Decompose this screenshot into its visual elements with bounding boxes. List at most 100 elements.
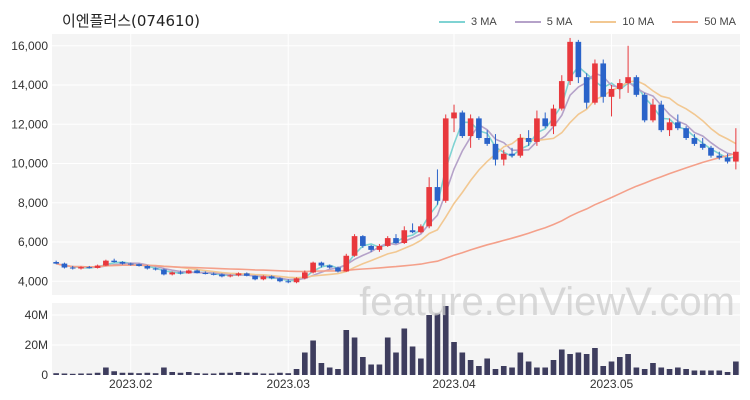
- volume-bar: [86, 373, 93, 375]
- candle-body: [335, 267, 341, 272]
- candle-body: [393, 238, 399, 243]
- volume-bar: [277, 372, 283, 375]
- volume-bar: [53, 373, 59, 375]
- candle-body: [716, 155, 723, 158]
- volume-bar: [401, 328, 408, 375]
- candle-body: [575, 41, 582, 78]
- legend-label: 10 MA: [622, 16, 655, 28]
- volume-bar: [558, 349, 565, 375]
- candle-body: [641, 94, 648, 121]
- candle-body: [534, 118, 540, 142]
- candle-body: [683, 128, 689, 139]
- volume-bar: [484, 358, 490, 375]
- legend-swatch: [439, 21, 466, 23]
- volume-bar: [525, 361, 532, 375]
- volume-bar: [368, 364, 374, 375]
- candle-body: [78, 267, 84, 269]
- candle-body: [600, 63, 607, 97]
- price-plot-area: [52, 34, 740, 295]
- candle-body: [675, 122, 681, 129]
- candle-body: [136, 264, 142, 266]
- volume-bar: [136, 373, 142, 375]
- candle-body: [376, 245, 383, 250]
- volume-bar: [210, 373, 217, 375]
- candle-body: [442, 118, 449, 201]
- volume-bar: [434, 313, 441, 375]
- candle-body: [185, 270, 192, 274]
- volume-bar: [492, 369, 499, 375]
- candle-body: [243, 273, 250, 276]
- candle-body: [384, 238, 391, 246]
- candle-body: [268, 276, 275, 279]
- volume-bar: [161, 367, 167, 375]
- volume-bar: [583, 354, 590, 375]
- volume-bar: [177, 372, 184, 375]
- candle-body: [558, 81, 565, 109]
- candle-body: [202, 273, 209, 275]
- candle-body: [103, 260, 109, 266]
- candle-body: [550, 108, 557, 127]
- candle-body: [69, 267, 76, 269]
- volume-bar: [268, 373, 275, 375]
- volume-bar: [78, 373, 84, 375]
- volume-bar: [658, 367, 665, 375]
- candle-body: [219, 274, 225, 277]
- volume-bar: [260, 373, 267, 375]
- legend-label: 5 MA: [546, 16, 573, 28]
- volume-bar: [699, 370, 706, 375]
- volume-bar: [625, 354, 631, 375]
- volume-bar: [666, 369, 673, 375]
- volume-bar: [310, 340, 316, 375]
- volume-bar: [650, 363, 656, 375]
- volume-bar: [227, 372, 234, 375]
- volume-bar: [384, 337, 391, 375]
- volume-bar: [542, 367, 549, 375]
- price-tick-label: 10,000: [11, 157, 48, 171]
- volume-bar: [683, 369, 689, 375]
- x-tick-label: 2023.02: [109, 377, 153, 391]
- volume-bar: [127, 372, 134, 375]
- volume-bar: [252, 372, 258, 375]
- volume-bar: [69, 373, 76, 375]
- volume-bar: [144, 372, 151, 375]
- candle-body: [650, 104, 656, 121]
- volume-bar: [293, 369, 300, 375]
- chart-legend: 3 MA 5 MA 10 MA 50 MA: [439, 16, 736, 28]
- candle-body: [517, 138, 524, 156]
- candle-body: [169, 272, 176, 275]
- price-tick-label: 6,000: [18, 235, 48, 249]
- candle-body: [86, 267, 93, 269]
- price-tick-label: 8,000: [18, 196, 48, 210]
- candle-body: [177, 272, 184, 274]
- volume-bar: [509, 367, 515, 375]
- candle-body: [666, 122, 673, 131]
- x-tick-label: 2023.03: [267, 377, 311, 391]
- volume-bar: [708, 370, 714, 375]
- candle-body: [542, 118, 549, 127]
- volume-bar: [318, 363, 325, 375]
- volume-bar: [592, 348, 598, 375]
- candle-body: [459, 112, 466, 137]
- volume-bar: [94, 372, 101, 375]
- candle-body: [235, 273, 242, 276]
- volume-bar: [360, 357, 366, 375]
- candle-body: [152, 268, 159, 270]
- volume-bar: [326, 367, 333, 375]
- candle-body: [658, 104, 665, 131]
- volume-bar: [103, 367, 109, 375]
- price-tick-label: 12,000: [11, 117, 48, 131]
- candle-body: [724, 157, 731, 162]
- volume-bar: [517, 352, 524, 375]
- volume-bar: [302, 352, 308, 375]
- candle-body: [434, 187, 441, 201]
- volume-bar: [600, 366, 607, 375]
- legend-item: 10 MA: [590, 16, 654, 28]
- candle-body: [616, 83, 623, 89]
- volume-bar: [426, 315, 432, 375]
- legend-swatch: [590, 21, 617, 23]
- candle-body: [567, 41, 573, 82]
- candle-body: [227, 275, 234, 277]
- candle-body: [708, 147, 714, 156]
- candle-body: [293, 278, 300, 283]
- candle-body: [252, 275, 258, 280]
